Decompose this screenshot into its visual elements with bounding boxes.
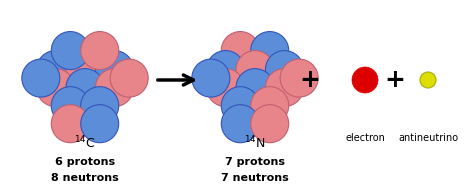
Text: $\mathregular{^{14}}$N: $\mathregular{^{14}}$N bbox=[244, 135, 266, 151]
Circle shape bbox=[51, 87, 89, 125]
Text: 8 neutrons: 8 neutrons bbox=[51, 173, 119, 183]
Circle shape bbox=[81, 105, 118, 143]
Circle shape bbox=[51, 32, 89, 70]
Circle shape bbox=[66, 51, 104, 89]
Circle shape bbox=[236, 51, 274, 89]
Circle shape bbox=[221, 32, 259, 70]
Circle shape bbox=[36, 51, 74, 89]
Text: antineutrino: antineutrino bbox=[398, 133, 458, 143]
Circle shape bbox=[22, 59, 60, 97]
Circle shape bbox=[51, 105, 89, 143]
Circle shape bbox=[251, 87, 289, 125]
Circle shape bbox=[192, 59, 230, 97]
Circle shape bbox=[236, 69, 274, 107]
Circle shape bbox=[251, 32, 289, 70]
Text: electron: electron bbox=[345, 133, 385, 143]
Text: 7 protons: 7 protons bbox=[225, 157, 285, 167]
Circle shape bbox=[265, 69, 303, 107]
Circle shape bbox=[420, 72, 436, 88]
Circle shape bbox=[95, 69, 134, 107]
Circle shape bbox=[265, 51, 303, 89]
Text: +: + bbox=[300, 68, 320, 92]
Circle shape bbox=[207, 69, 245, 107]
Circle shape bbox=[207, 51, 245, 89]
Circle shape bbox=[66, 69, 104, 107]
Circle shape bbox=[95, 51, 134, 89]
Circle shape bbox=[280, 59, 318, 97]
Text: $\mathregular{^{14}}$C: $\mathregular{^{14}}$C bbox=[74, 135, 96, 151]
Circle shape bbox=[221, 87, 259, 125]
Text: 6 protons: 6 protons bbox=[55, 157, 115, 167]
Circle shape bbox=[352, 67, 378, 93]
Circle shape bbox=[36, 69, 74, 107]
Circle shape bbox=[251, 105, 289, 143]
Circle shape bbox=[81, 87, 118, 125]
Text: +: + bbox=[384, 68, 405, 92]
Circle shape bbox=[110, 59, 148, 97]
Circle shape bbox=[221, 105, 259, 143]
Circle shape bbox=[81, 32, 118, 70]
Text: 7 neutrons: 7 neutrons bbox=[221, 173, 289, 183]
